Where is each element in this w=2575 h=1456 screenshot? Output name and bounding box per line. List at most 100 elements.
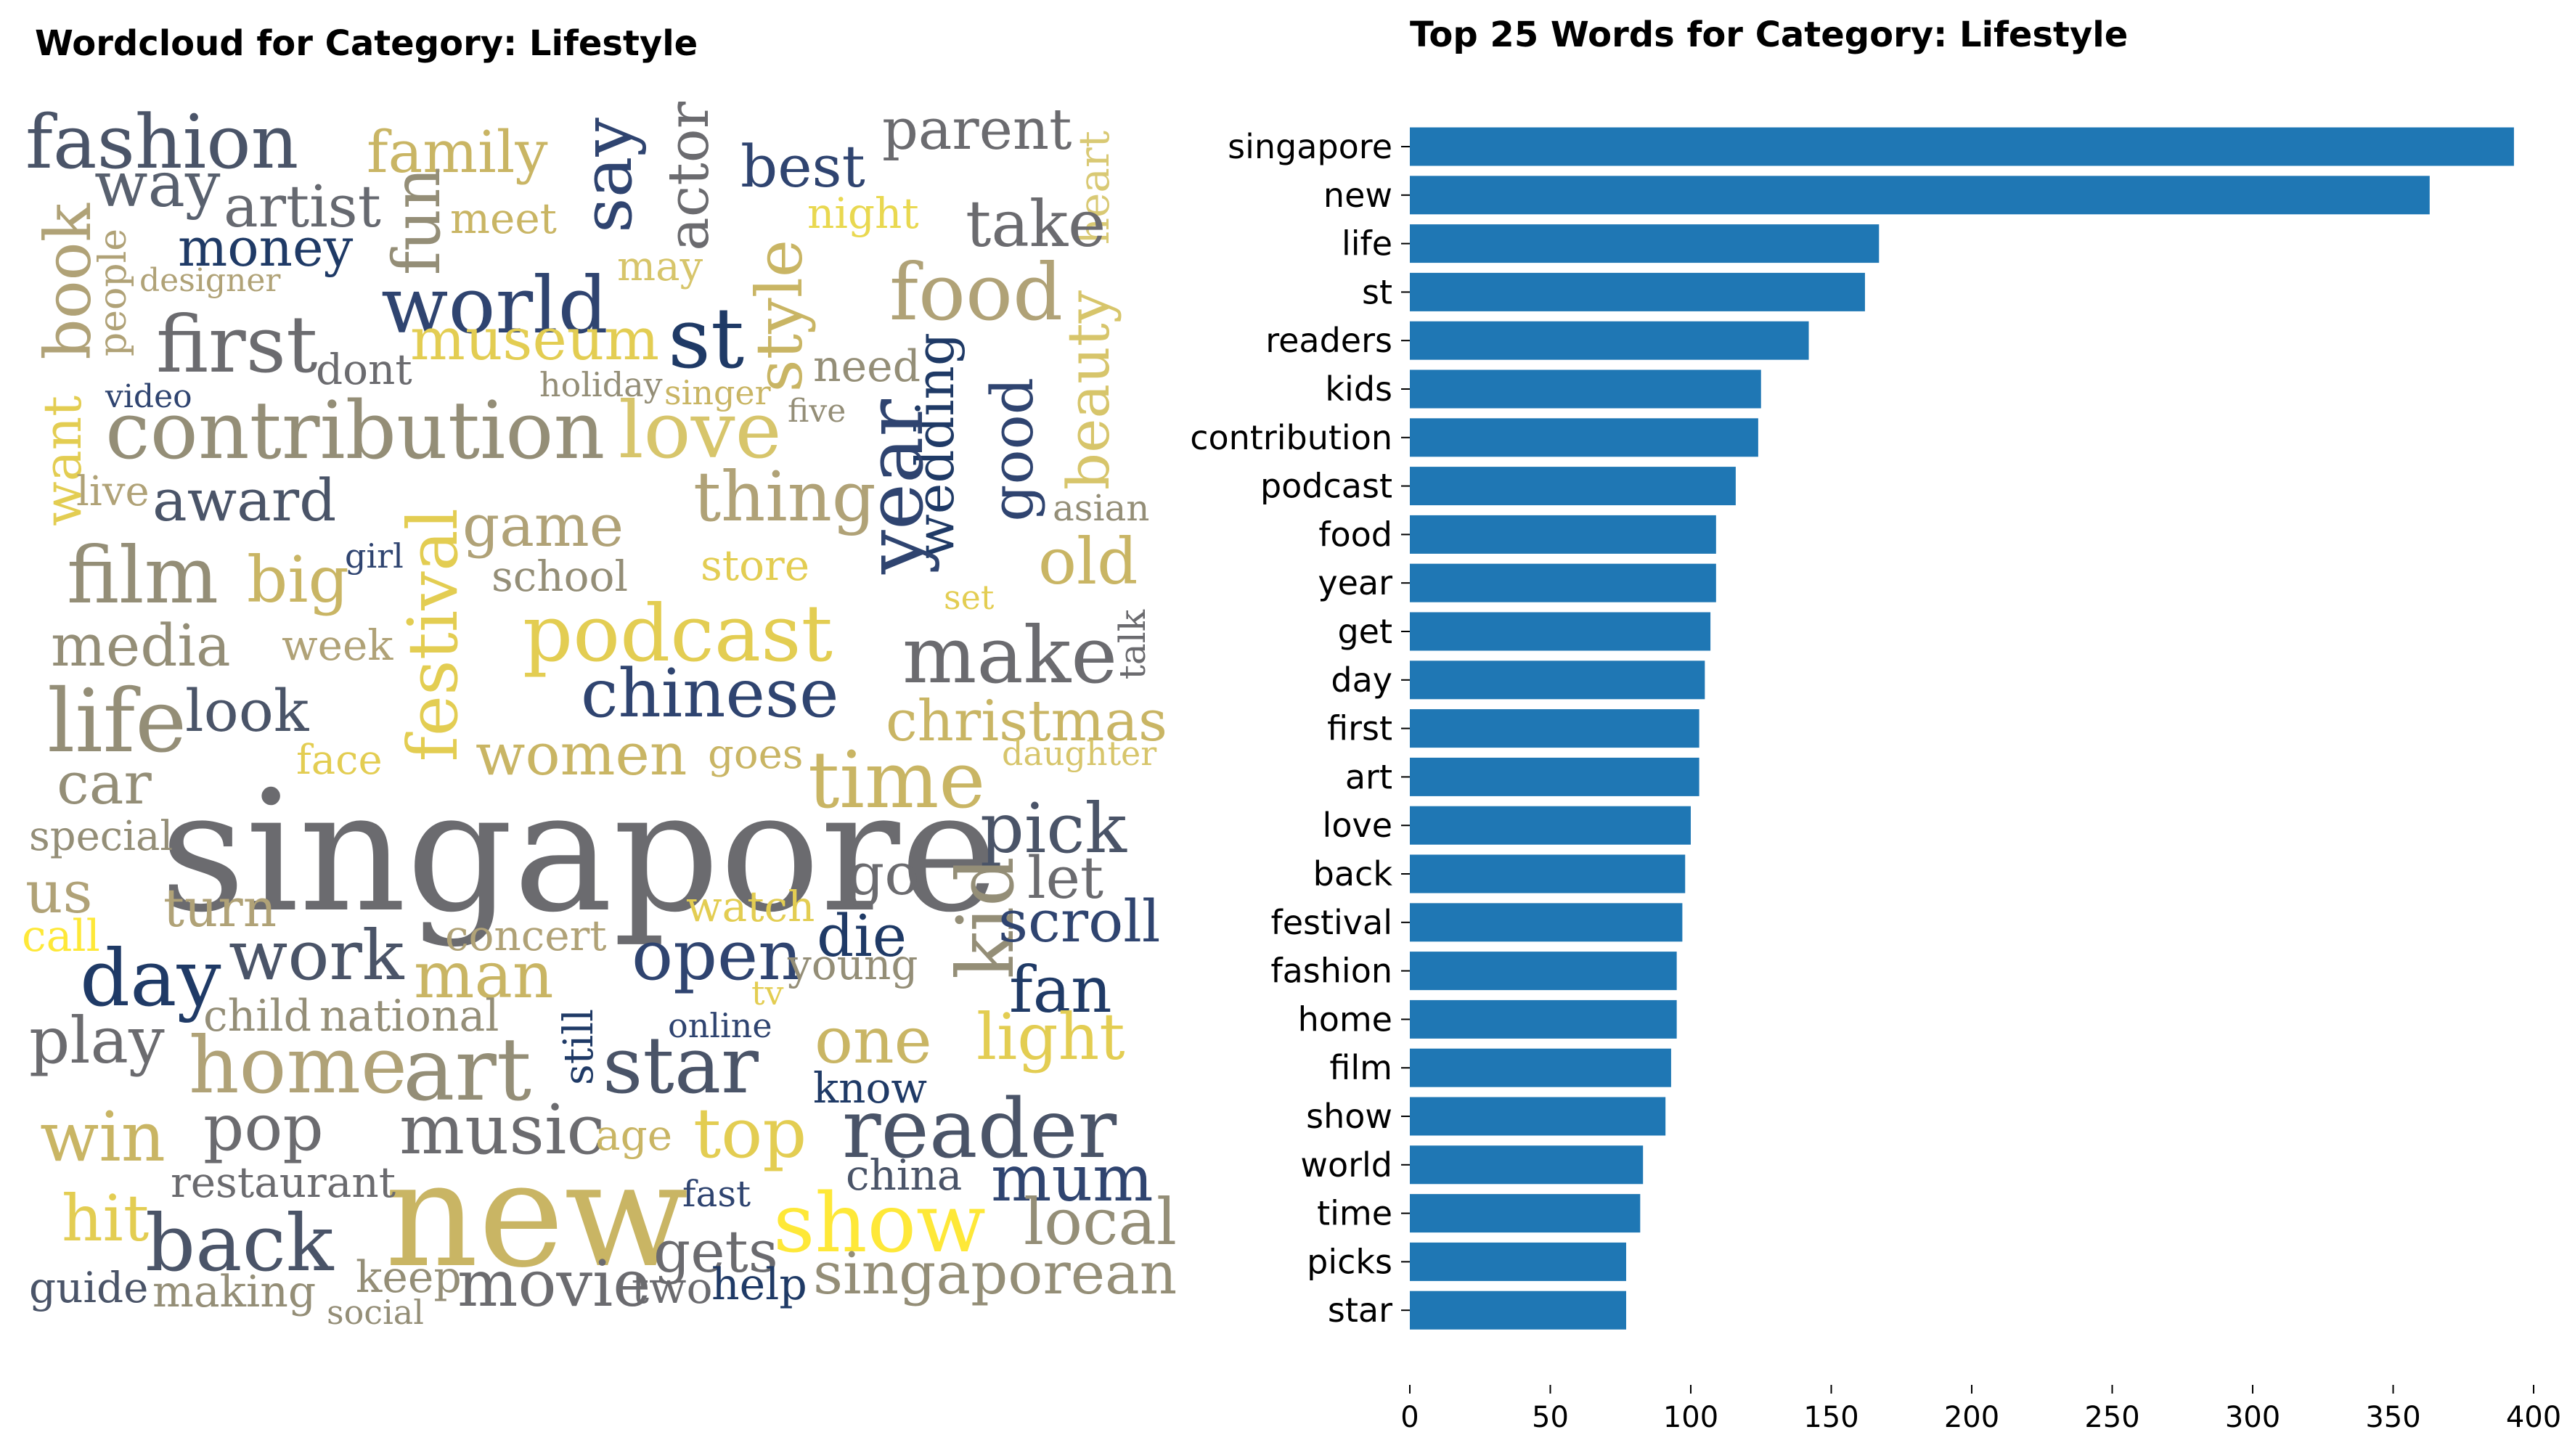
word-take: take xyxy=(966,187,1106,261)
bar-picks xyxy=(1410,1242,1626,1281)
word-museum: museum xyxy=(410,306,660,373)
word-parent: parent xyxy=(882,97,1072,163)
word-old: old xyxy=(1038,524,1138,599)
word-art: art xyxy=(403,1020,532,1121)
y-tick-label: day xyxy=(1331,660,1392,700)
word-making: making xyxy=(152,1267,317,1317)
word-school: school xyxy=(491,552,628,601)
word-star: star xyxy=(603,1021,759,1111)
bar-chart-title: Top 25 Words for Category: Lifestyle xyxy=(1410,15,2129,55)
bar-love xyxy=(1410,806,1691,845)
word-reader: reader xyxy=(842,1082,1117,1177)
bar-festival xyxy=(1410,903,1683,942)
word-singer: singer xyxy=(664,373,771,412)
word-play: play xyxy=(29,1003,165,1078)
word-day: day xyxy=(80,933,221,1024)
word-top: top xyxy=(693,1094,807,1174)
word-media: media xyxy=(51,612,231,679)
word-money: money xyxy=(178,217,354,278)
wordcloud: singapore new fashion way artist money family m… xyxy=(22,102,1183,1350)
bar-contribution xyxy=(1410,418,1758,457)
y-tick-label: new xyxy=(1323,176,1392,215)
word-fashion: fashion xyxy=(25,99,299,186)
bar-first xyxy=(1410,709,1699,748)
word-light: light xyxy=(976,999,1125,1074)
word-win: win xyxy=(40,1097,166,1177)
word-tv: tv xyxy=(751,973,784,1013)
y-tick-label: star xyxy=(1328,1291,1392,1330)
bar-st xyxy=(1410,272,1865,311)
x-tick-label: 0 xyxy=(1400,1401,1419,1434)
x-tick-label: 400 xyxy=(2506,1401,2561,1434)
word-make: make xyxy=(902,610,1118,701)
word-life: life xyxy=(47,671,187,772)
y-tick-label: podcast xyxy=(1260,467,1392,506)
bar-day xyxy=(1410,660,1705,700)
word-open: open xyxy=(632,916,803,996)
word-fan: fan xyxy=(1009,952,1112,1027)
bar-show xyxy=(1410,1097,1666,1136)
y-tick-label: festival xyxy=(1271,903,1392,942)
word-podcast: podcast xyxy=(523,589,833,679)
word-face: face xyxy=(296,737,383,784)
word-two: two xyxy=(632,1263,713,1314)
y-tick-label: food xyxy=(1318,515,1392,554)
word-film: film xyxy=(67,531,219,621)
word-home: home xyxy=(189,1021,407,1111)
word-child: child xyxy=(203,991,312,1042)
bar-kids xyxy=(1410,369,1761,409)
word-asian: asian xyxy=(1053,487,1150,529)
word-chinese: chinese xyxy=(581,655,839,732)
wordcloud-title: Wordcloud for Category: Lifestyle xyxy=(35,23,698,64)
word-new: new xyxy=(385,1131,689,1300)
word-scroll: scroll xyxy=(998,888,1161,955)
y-tick-label: film xyxy=(1329,1048,1392,1087)
bar-life xyxy=(1410,224,1880,263)
y-tick-label: kids xyxy=(1325,369,1392,409)
word-way: way xyxy=(94,149,221,221)
x-tick-label: 300 xyxy=(2225,1401,2280,1434)
y-tick-label: time xyxy=(1317,1194,1392,1233)
word-age: age xyxy=(595,1111,673,1160)
word-artist: artist xyxy=(224,173,381,240)
word-car: car xyxy=(57,750,152,817)
x-tick-label: 50 xyxy=(1532,1401,1569,1434)
word-special: special xyxy=(29,813,174,860)
word-know: know xyxy=(813,1063,928,1113)
word-time: time xyxy=(808,735,986,826)
word-work: work xyxy=(229,916,404,996)
bar-year xyxy=(1410,563,1716,602)
word-world: world xyxy=(381,261,608,351)
word-local: local xyxy=(1024,1185,1178,1259)
word-big: big xyxy=(247,542,349,617)
word-keep: keep xyxy=(356,1252,462,1303)
word-gets: gets xyxy=(653,1218,778,1285)
y-tick-label: readers xyxy=(1265,321,1392,360)
word-let: let xyxy=(1027,844,1104,912)
bar-fashion xyxy=(1410,952,1677,991)
word-need: need xyxy=(813,341,921,392)
word-meet: meet xyxy=(450,194,557,243)
word-goes: goes xyxy=(708,731,804,778)
y-tick-label: year xyxy=(1318,563,1392,602)
word-show: show xyxy=(773,1177,986,1271)
word-food: food xyxy=(889,248,1064,338)
word-live: live xyxy=(76,468,150,515)
word-best: best xyxy=(740,133,865,200)
word-family: family xyxy=(367,118,548,186)
bar-podcast xyxy=(1410,467,1736,506)
word-restaurant: restaurant xyxy=(171,1158,396,1207)
word-singapore: singapore xyxy=(160,756,999,949)
y-tick-label: contribution xyxy=(1190,418,1392,457)
word-china: china xyxy=(846,1150,963,1200)
word-us: us xyxy=(25,859,93,926)
x-tick-label: 250 xyxy=(2084,1401,2139,1434)
word-dont: dont xyxy=(316,345,412,394)
word-store: store xyxy=(701,541,810,590)
y-tick-label: love xyxy=(1323,806,1392,845)
word-look: look xyxy=(185,677,309,745)
word-pick: pick xyxy=(980,789,1127,869)
word-hit: hit xyxy=(62,1181,150,1256)
word-fast: fast xyxy=(682,1173,751,1215)
